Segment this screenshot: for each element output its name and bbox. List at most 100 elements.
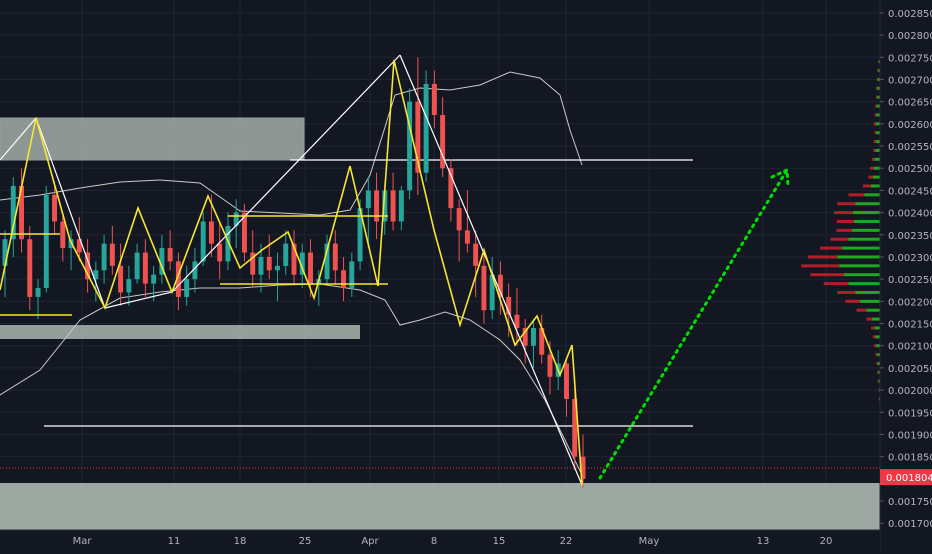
vp-bar-up: [867, 309, 881, 312]
vp-bar-down: [834, 211, 853, 214]
price-tick-label: 0.002400: [888, 209, 932, 220]
vp-bar-down: [876, 96, 877, 99]
vp-bar-up: [837, 255, 880, 258]
price-tick-label: 0.001700: [888, 519, 932, 530]
candle-body: [366, 190, 371, 208]
vp-bar-down: [876, 353, 878, 356]
candle-body: [3, 239, 8, 266]
price-tick-label: 0.002150: [888, 320, 932, 331]
candle-body: [44, 195, 49, 288]
vp-bar-up: [853, 211, 880, 214]
vp-bar-down: [875, 105, 877, 108]
vp-bar-up: [849, 238, 881, 241]
price-tick-label: 0.002300: [888, 253, 932, 264]
time-tick-label: 22: [560, 536, 573, 547]
price-tick-label: 0.002600: [888, 120, 932, 131]
candle-body: [110, 244, 115, 266]
vp-bar-down: [877, 69, 878, 72]
vp-bar-down: [870, 167, 874, 170]
price-tick-label: 0.002700: [888, 75, 932, 86]
vp-bar-up: [860, 300, 880, 303]
vp-bar-down: [873, 335, 876, 338]
time-tick-label: 8: [431, 536, 437, 547]
candle-body: [60, 221, 65, 248]
price-tick-label: 0.002750: [888, 53, 932, 64]
vp-bar-up: [876, 113, 880, 116]
vp-bar-up: [842, 247, 880, 250]
last-price-tag: 0.001804: [880, 469, 932, 485]
vp-bar-down: [875, 113, 877, 116]
vp-bar-down: [874, 122, 876, 125]
candle-body: [151, 275, 156, 284]
price-tick-label: 0.002800: [888, 31, 932, 42]
candle-body: [333, 244, 338, 271]
vp-bar-up: [873, 176, 880, 179]
time-tick-label: 13: [757, 536, 770, 547]
candle-body: [27, 239, 32, 297]
vp-bar-down: [837, 202, 855, 205]
price-tick-label: 0.002850: [888, 9, 932, 20]
price-tick-label: 0.002200: [888, 297, 932, 308]
time-tick-label: 15: [493, 536, 506, 547]
candle-body: [564, 363, 569, 399]
price-axis[interactable]: 0.002850 0.002800 0.002750 0.002700 0.002650…: [880, 0, 932, 550]
candle-body: [118, 266, 123, 293]
vp-bar-up: [875, 158, 880, 161]
vp-bar-up: [864, 193, 880, 196]
price-tick-label: 0.001850: [888, 453, 932, 464]
candle-body: [126, 279, 131, 292]
vp-bar-up: [876, 335, 881, 338]
candle-body: [143, 253, 148, 284]
candle-body: [457, 208, 462, 230]
vp-bar-down: [877, 78, 878, 81]
vp-bar-up: [849, 282, 881, 285]
vp-bar-down: [878, 380, 879, 383]
vp-bar-up: [855, 291, 880, 294]
vp-bar-down: [857, 309, 867, 312]
time-tick-label: 20: [820, 536, 833, 547]
vp-bar-up: [876, 131, 880, 134]
vp-bar-up: [852, 229, 880, 232]
vp-bar-down: [874, 344, 876, 347]
vp-bar-down: [820, 247, 842, 250]
price-tick-label: 0.001750: [888, 497, 932, 508]
time-tick-label: 25: [299, 536, 312, 547]
candle-body: [341, 270, 346, 288]
candle-body: [424, 84, 429, 173]
vp-bar-up: [840, 264, 881, 267]
vp-bar-down: [810, 273, 844, 276]
vp-bar-down: [831, 238, 849, 241]
price-tick-label: 0.002550: [888, 142, 932, 153]
candle-body: [36, 288, 41, 297]
vp-bar-up: [876, 344, 880, 347]
vp-bar-down: [874, 140, 876, 143]
price-tick-label: 0.001950: [888, 408, 932, 419]
candle-body: [374, 190, 379, 221]
candle-body: [135, 253, 140, 280]
candle-body: [102, 244, 107, 271]
vp-bar-up: [874, 167, 880, 170]
price-tick-label: 0.002500: [888, 164, 932, 175]
vp-bar-down: [877, 371, 878, 374]
vp-bar-down: [808, 255, 837, 258]
candle-body: [184, 279, 189, 297]
candle-body: [267, 257, 272, 270]
candle-body: [258, 257, 263, 275]
vp-bar-down: [824, 282, 849, 285]
candle-body: [473, 244, 478, 266]
candle-body: [283, 244, 288, 266]
time-tick-label: May: [639, 536, 660, 547]
vp-bar-down: [837, 220, 854, 223]
candle-body: [168, 248, 173, 261]
candle-body: [275, 266, 280, 270]
candle-body: [201, 221, 206, 261]
vp-bar-down: [849, 193, 865, 196]
candle-body: [531, 328, 536, 346]
vp-bar-up: [871, 184, 880, 187]
vp-bar-down: [845, 300, 859, 303]
price-tick-label: 0.002650: [888, 98, 932, 109]
candle-body: [209, 221, 214, 243]
